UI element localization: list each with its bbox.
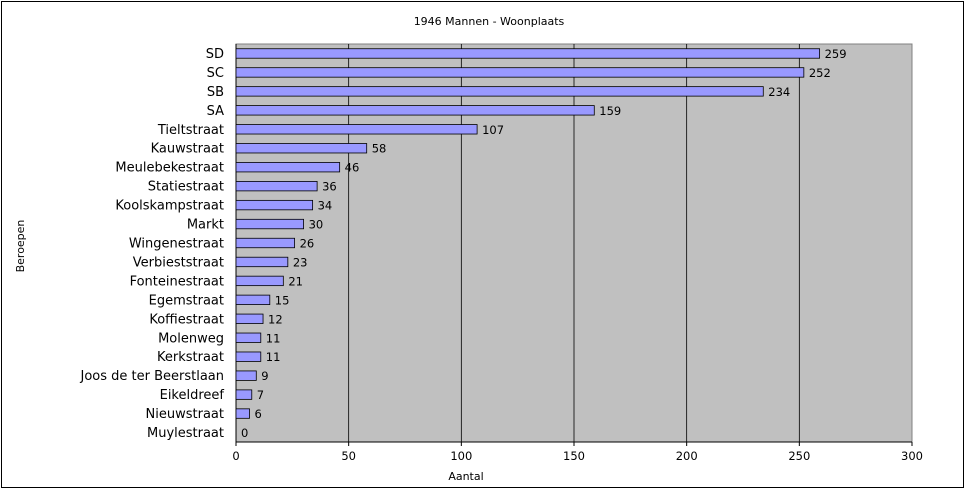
x-axis-ticks: 0 50 100 150 200 250 300 (232, 442, 923, 463)
bar (235, 48, 821, 59)
data-label: 23 (293, 255, 308, 269)
chart-title: 1946 Mannen - Woonplaats (414, 15, 565, 28)
bar (235, 389, 253, 400)
data-label: 7 (257, 388, 264, 402)
y-axis-title: Beroepen (14, 220, 27, 273)
bar (235, 162, 341, 173)
bar (235, 124, 478, 135)
bar (235, 408, 250, 419)
category-label: Markt (187, 218, 224, 233)
category-label: Joos de ter Beerstlaan (79, 369, 224, 384)
bar (235, 313, 264, 324)
category-label: Muylestraat (147, 426, 224, 441)
category-labels: SD SC SB SA Tieltstraat Kauwstraat Meulebekest… (79, 47, 224, 441)
category-label: Verbieststraat (133, 255, 224, 270)
data-label: 252 (809, 66, 831, 80)
bar (235, 181, 318, 192)
bar (235, 86, 764, 97)
category-label: Statiestraat (148, 180, 224, 195)
data-label: 30 (309, 218, 324, 232)
data-label: 21 (288, 274, 303, 288)
category-label: SA (207, 104, 224, 119)
bar (235, 105, 595, 116)
data-label: 9 (261, 369, 268, 383)
x-tick-label: 50 (341, 449, 356, 463)
category-label: Tieltstraat (157, 123, 224, 138)
data-label: 36 (322, 180, 337, 194)
category-label: SC (207, 66, 224, 81)
bar (235, 351, 262, 362)
x-tick-label: 200 (676, 449, 698, 463)
bar (235, 256, 289, 268)
category-label: Egemstraat (149, 293, 224, 308)
data-label: 12 (268, 312, 283, 326)
x-tick-label: 0 (232, 449, 239, 463)
data-label: 6 (255, 407, 262, 421)
bars: 259 252 234 159 107 58 46 36 34 30 26 23 21 15 12 11 11 9… (235, 47, 847, 440)
category-label: Fonteinestraat (130, 274, 224, 289)
data-label: 46 (345, 161, 360, 175)
category-label: Kerkstraat (157, 350, 224, 365)
bar (235, 237, 295, 249)
data-label: 259 (825, 47, 847, 61)
data-label: 15 (275, 293, 290, 307)
category-label: Meulebekestraat (115, 161, 224, 176)
data-label: 58 (372, 142, 387, 156)
category-label: Koffiestraat (149, 312, 224, 327)
data-label: 107 (482, 123, 504, 137)
x-tick-label: 250 (788, 449, 810, 463)
data-label: 11 (266, 350, 281, 364)
category-label: Molenweg (158, 331, 224, 346)
data-label: 0 (241, 426, 248, 440)
bar (235, 294, 271, 305)
x-tick-label: 300 (901, 449, 923, 463)
bar (235, 332, 262, 343)
data-label: 11 (266, 331, 281, 345)
x-tick-label: 150 (563, 449, 585, 463)
category-label: Wingenestraat (129, 237, 224, 252)
category-label: Eikeldreef (160, 388, 225, 403)
bar (235, 370, 257, 381)
bar (235, 218, 304, 230)
x-tick-label: 100 (450, 449, 472, 463)
category-label: Nieuwstraat (146, 407, 224, 422)
bar (235, 199, 314, 211)
category-label: Kauwstraat (151, 142, 224, 157)
category-label: SD (206, 47, 224, 62)
x-axis-title: Aantal (448, 470, 483, 483)
data-label: 26 (300, 237, 315, 251)
category-label: Koolskampstraat (115, 199, 224, 214)
bar (235, 275, 284, 287)
bar (235, 67, 805, 78)
bar (235, 143, 368, 154)
data-label: 234 (768, 85, 790, 99)
category-label: SB (207, 85, 224, 100)
data-label: 159 (599, 104, 621, 118)
data-label: 34 (318, 199, 333, 213)
